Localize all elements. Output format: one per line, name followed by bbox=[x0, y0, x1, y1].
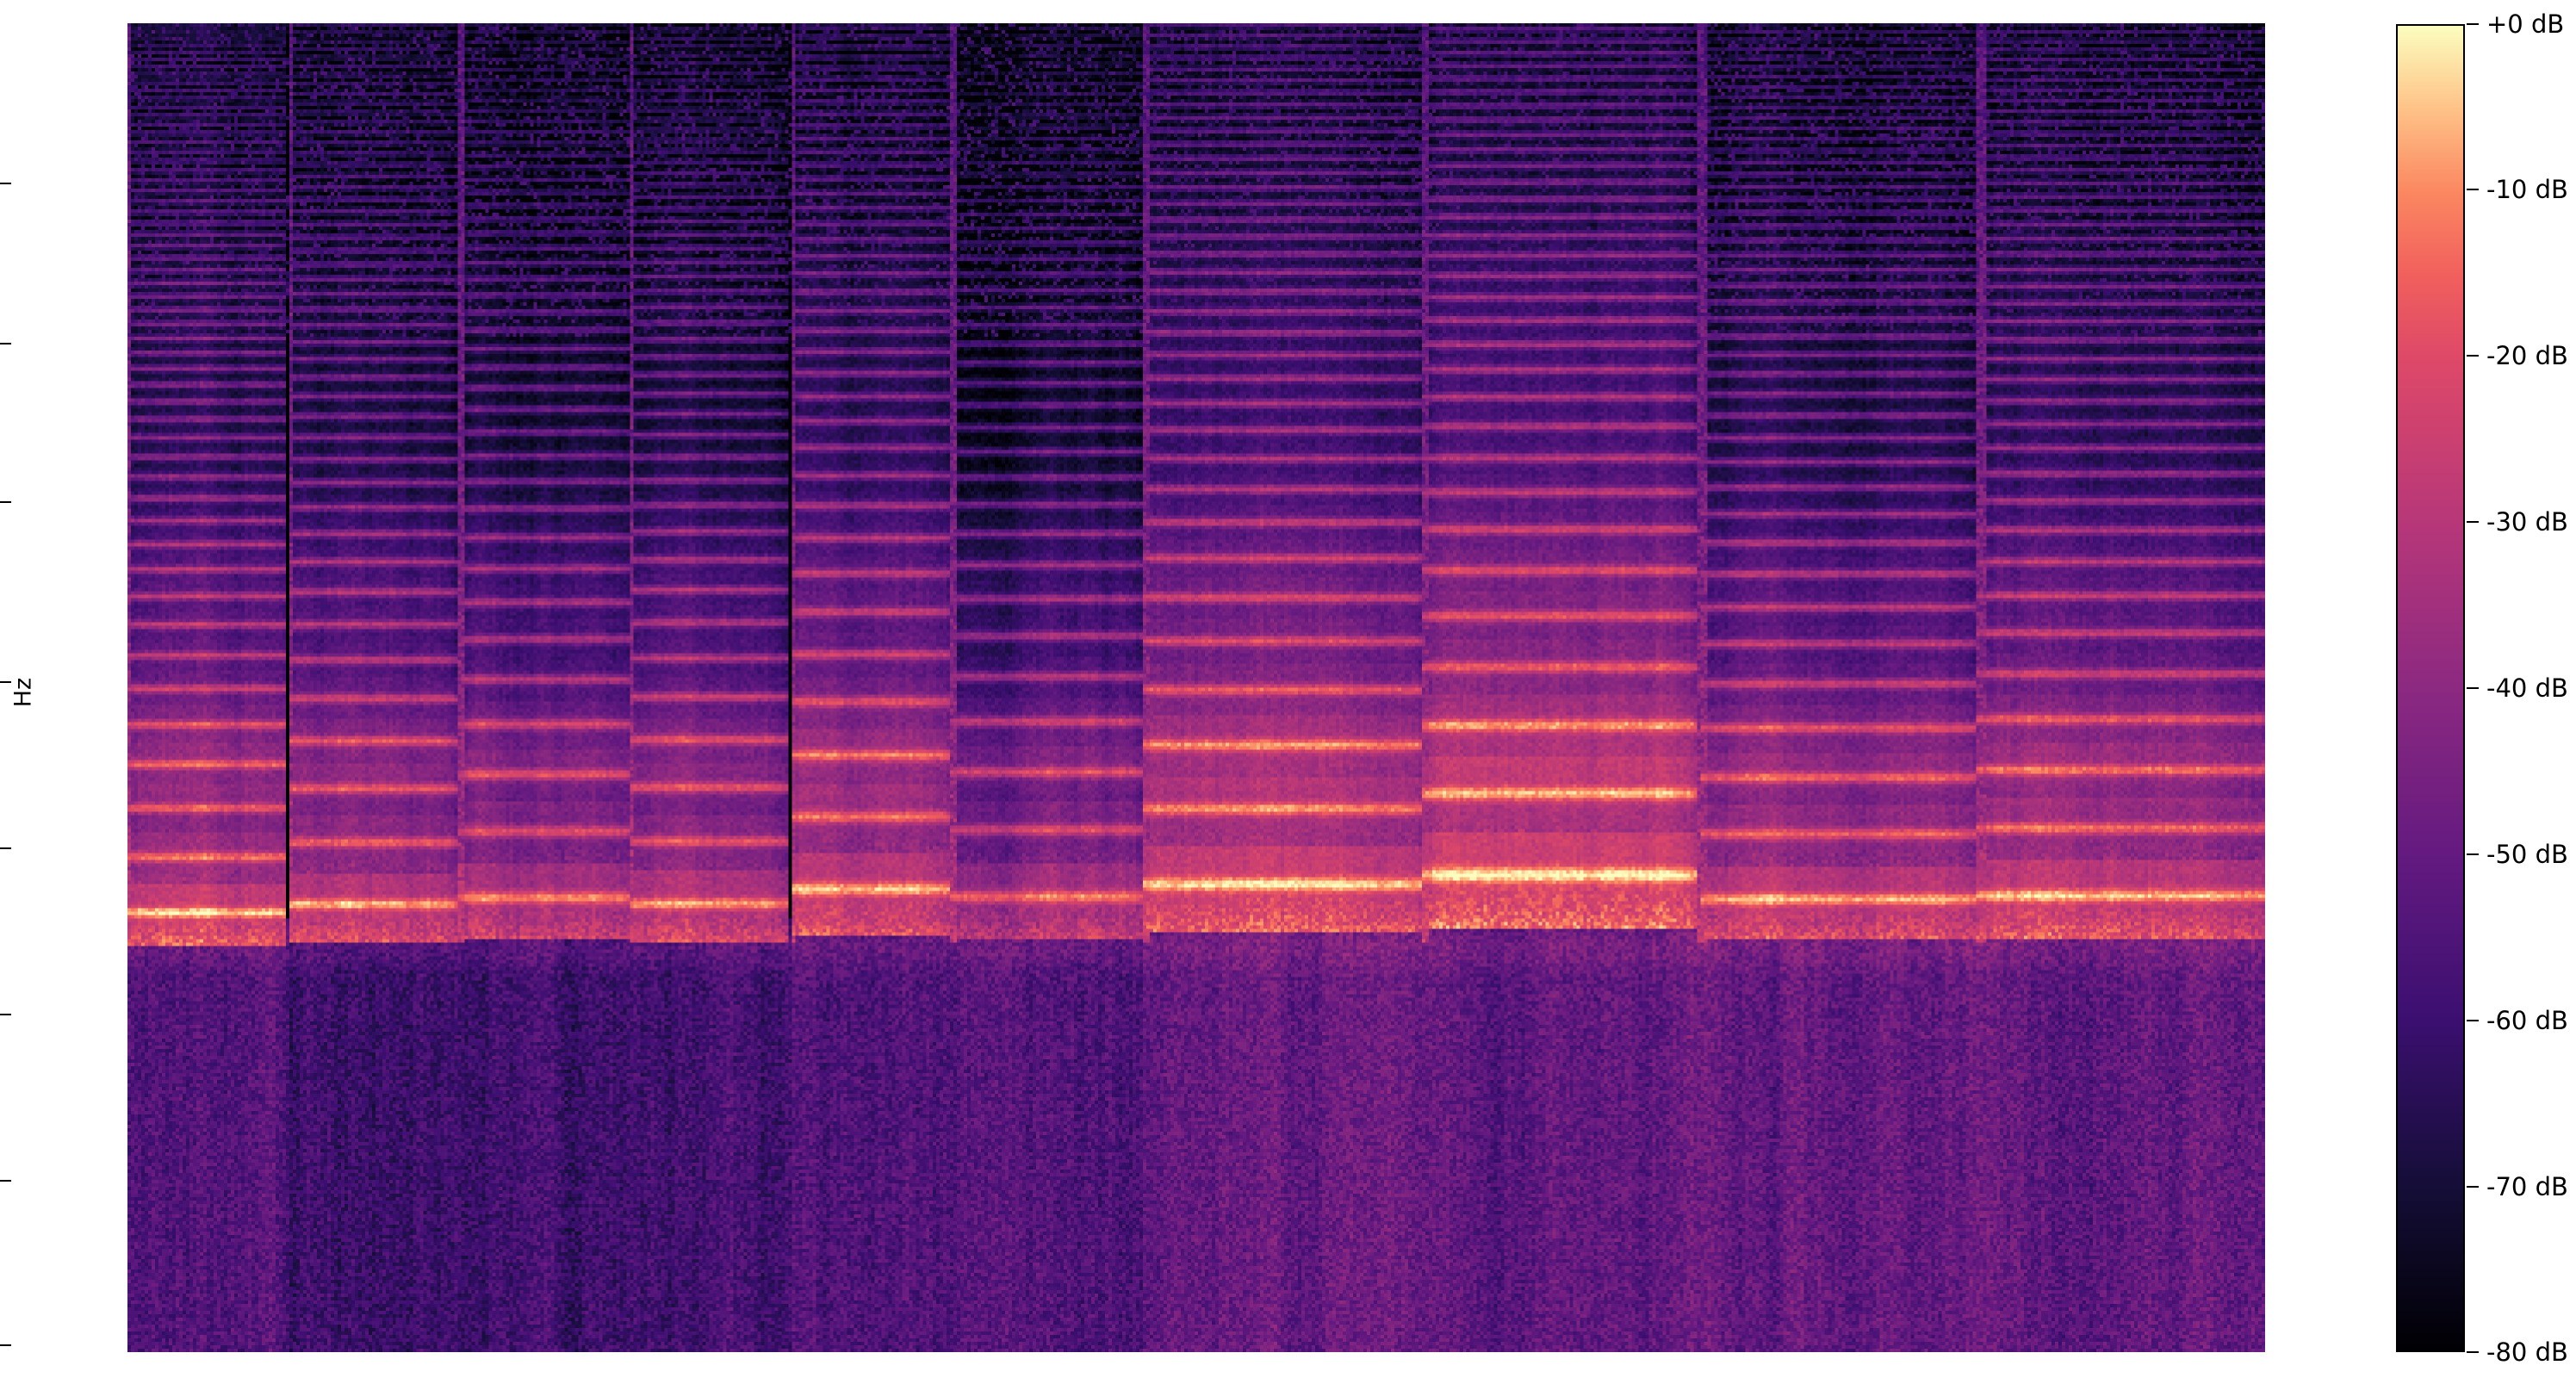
colorbar-tick-label: -80 dB bbox=[2486, 1337, 2568, 1367]
y-tick-mark bbox=[0, 501, 11, 503]
colorbar-tick-mark bbox=[2467, 521, 2479, 523]
colorbar-gradient bbox=[2398, 26, 2463, 1350]
colorbar-tick--70: -70 dB bbox=[2467, 1172, 2568, 1201]
colorbar-tick-mark bbox=[2467, 1020, 2479, 1021]
colorbar-tick-label: +0 dB bbox=[2486, 9, 2565, 39]
colorbar-tick-label: -50 dB bbox=[2486, 840, 2568, 869]
y-tick-mark bbox=[0, 343, 11, 344]
spectrogram-axes bbox=[127, 23, 2265, 1352]
colorbar-tick-label: -60 dB bbox=[2486, 1006, 2568, 1035]
colorbar-tick--80: -80 dB bbox=[2467, 1337, 2568, 1367]
y-tick-mark bbox=[0, 681, 11, 683]
colorbar-tick--50: -50 dB bbox=[2467, 840, 2568, 869]
colorbar-tick-mark bbox=[2467, 687, 2479, 689]
colorbar-tick-mark bbox=[2467, 23, 2479, 25]
colorbar-tick-label: -20 dB bbox=[2486, 341, 2568, 370]
y-tick-mark bbox=[0, 1014, 11, 1015]
colorbar bbox=[2396, 24, 2465, 1352]
colorbar-tick--10: -10 dB bbox=[2467, 175, 2568, 204]
y-tick-mark bbox=[0, 1344, 11, 1346]
colorbar-tick--20: -20 dB bbox=[2467, 341, 2568, 370]
colorbar-tick-mark bbox=[2467, 1351, 2479, 1353]
colorbar-tick-mark bbox=[2467, 853, 2479, 855]
y-tick-mark bbox=[0, 847, 11, 849]
colorbar-tick-mark bbox=[2467, 355, 2479, 357]
colorbar-tick--40: -40 dB bbox=[2467, 673, 2568, 703]
y-axis-title: Hz bbox=[9, 677, 37, 707]
spectrogram-image bbox=[127, 23, 2265, 1352]
y-axis: Hz 409620481024512256128640 bbox=[0, 0, 127, 1384]
colorbar-tick-label: -30 dB bbox=[2486, 507, 2568, 537]
colorbar-tick-label: -40 dB bbox=[2486, 673, 2568, 703]
colorbar-tick--30: -30 dB bbox=[2467, 507, 2568, 537]
colorbar-tick-label: -70 dB bbox=[2486, 1172, 2568, 1201]
colorbar-tick-mark bbox=[2467, 1186, 2479, 1188]
colorbar-tick--60: -60 dB bbox=[2467, 1006, 2568, 1035]
colorbar-tick-mark bbox=[2467, 189, 2479, 190]
y-tick-mark bbox=[0, 1180, 11, 1182]
y-tick-mark bbox=[0, 183, 11, 184]
colorbar-tick-0: +0 dB bbox=[2467, 9, 2564, 39]
colorbar-tick-label: -10 dB bbox=[2486, 175, 2568, 204]
